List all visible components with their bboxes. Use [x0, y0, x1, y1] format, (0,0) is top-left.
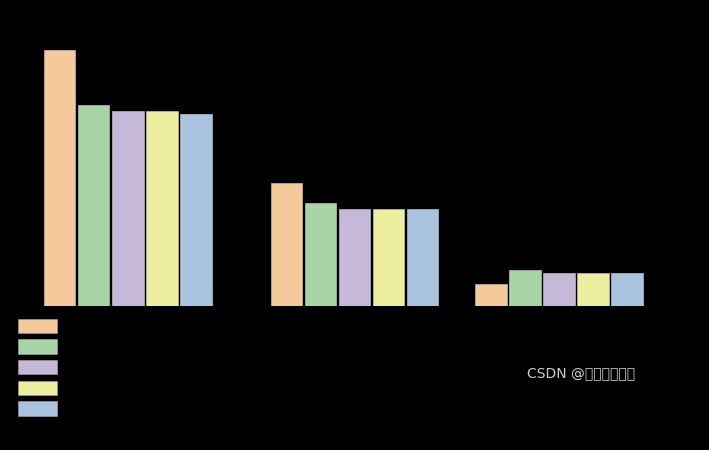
Bar [373, 208, 404, 306]
Bar [543, 273, 574, 306]
Bar [577, 273, 608, 306]
Text: CSDN @刘元职业车队: CSDN @刘元职业车队 [527, 366, 635, 381]
Bar [407, 208, 438, 306]
Bar [271, 184, 302, 306]
Bar [475, 284, 506, 306]
Bar [305, 203, 336, 306]
Bar [509, 270, 540, 306]
Bar [146, 111, 177, 306]
Bar [44, 50, 75, 306]
Bar [78, 105, 109, 306]
Bar [611, 273, 642, 306]
Bar [339, 208, 370, 306]
Bar [112, 111, 143, 306]
Bar [180, 114, 211, 306]
